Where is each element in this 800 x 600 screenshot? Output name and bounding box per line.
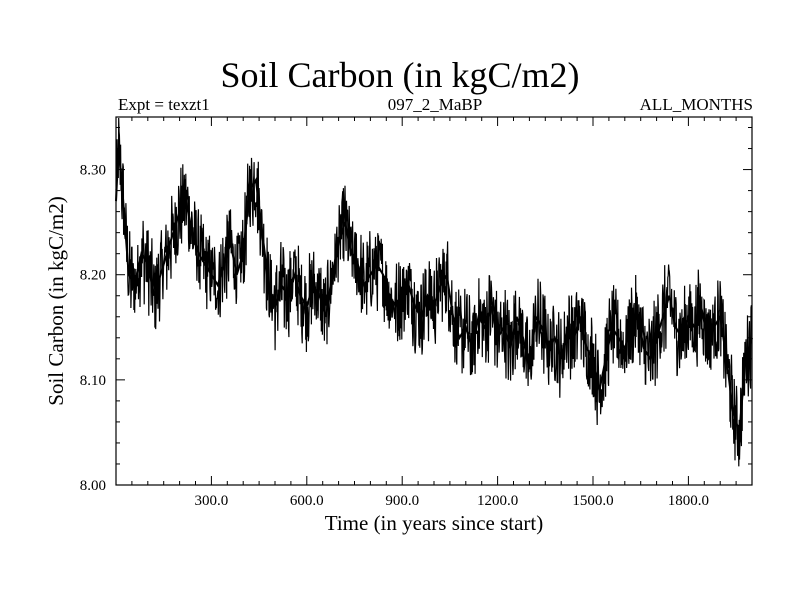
y-tick-label: 8.00 [80,478,106,494]
x-tick-label: 900.0 [385,493,419,509]
plot-frame [115,116,753,486]
chart-title: Soil Carbon (in kgC/m2) [220,55,580,95]
series-noise-line [115,117,753,467]
x-axis-title: Time (in years since start) [325,511,544,535]
x-tick-label: 600.0 [290,493,324,509]
y-tick-label: 8.10 [80,373,106,389]
series-line [115,148,753,433]
x-tick-label: 300.0 [195,493,229,509]
x-tick-label: 1200.0 [477,493,518,509]
months-label: ALL_MONTHS [639,95,753,114]
series-noise-band [115,117,753,467]
experiment-label: Expt = texzt1 [118,95,210,114]
y-tick-label: 8.30 [80,163,106,179]
period-label: 097_2_MaBP [387,95,483,114]
y-axis-title: Soil Carbon (in kgC/m2) [44,196,68,405]
y-tick-label: 8.20 [80,268,106,284]
x-tick-label: 1500.0 [572,493,613,509]
x-tick-label: 1800.0 [668,493,709,509]
axis-ticks: 300.0 600.0 900.0 1200.0 1500.0 1800.0 8.00 8.1… [80,117,752,509]
